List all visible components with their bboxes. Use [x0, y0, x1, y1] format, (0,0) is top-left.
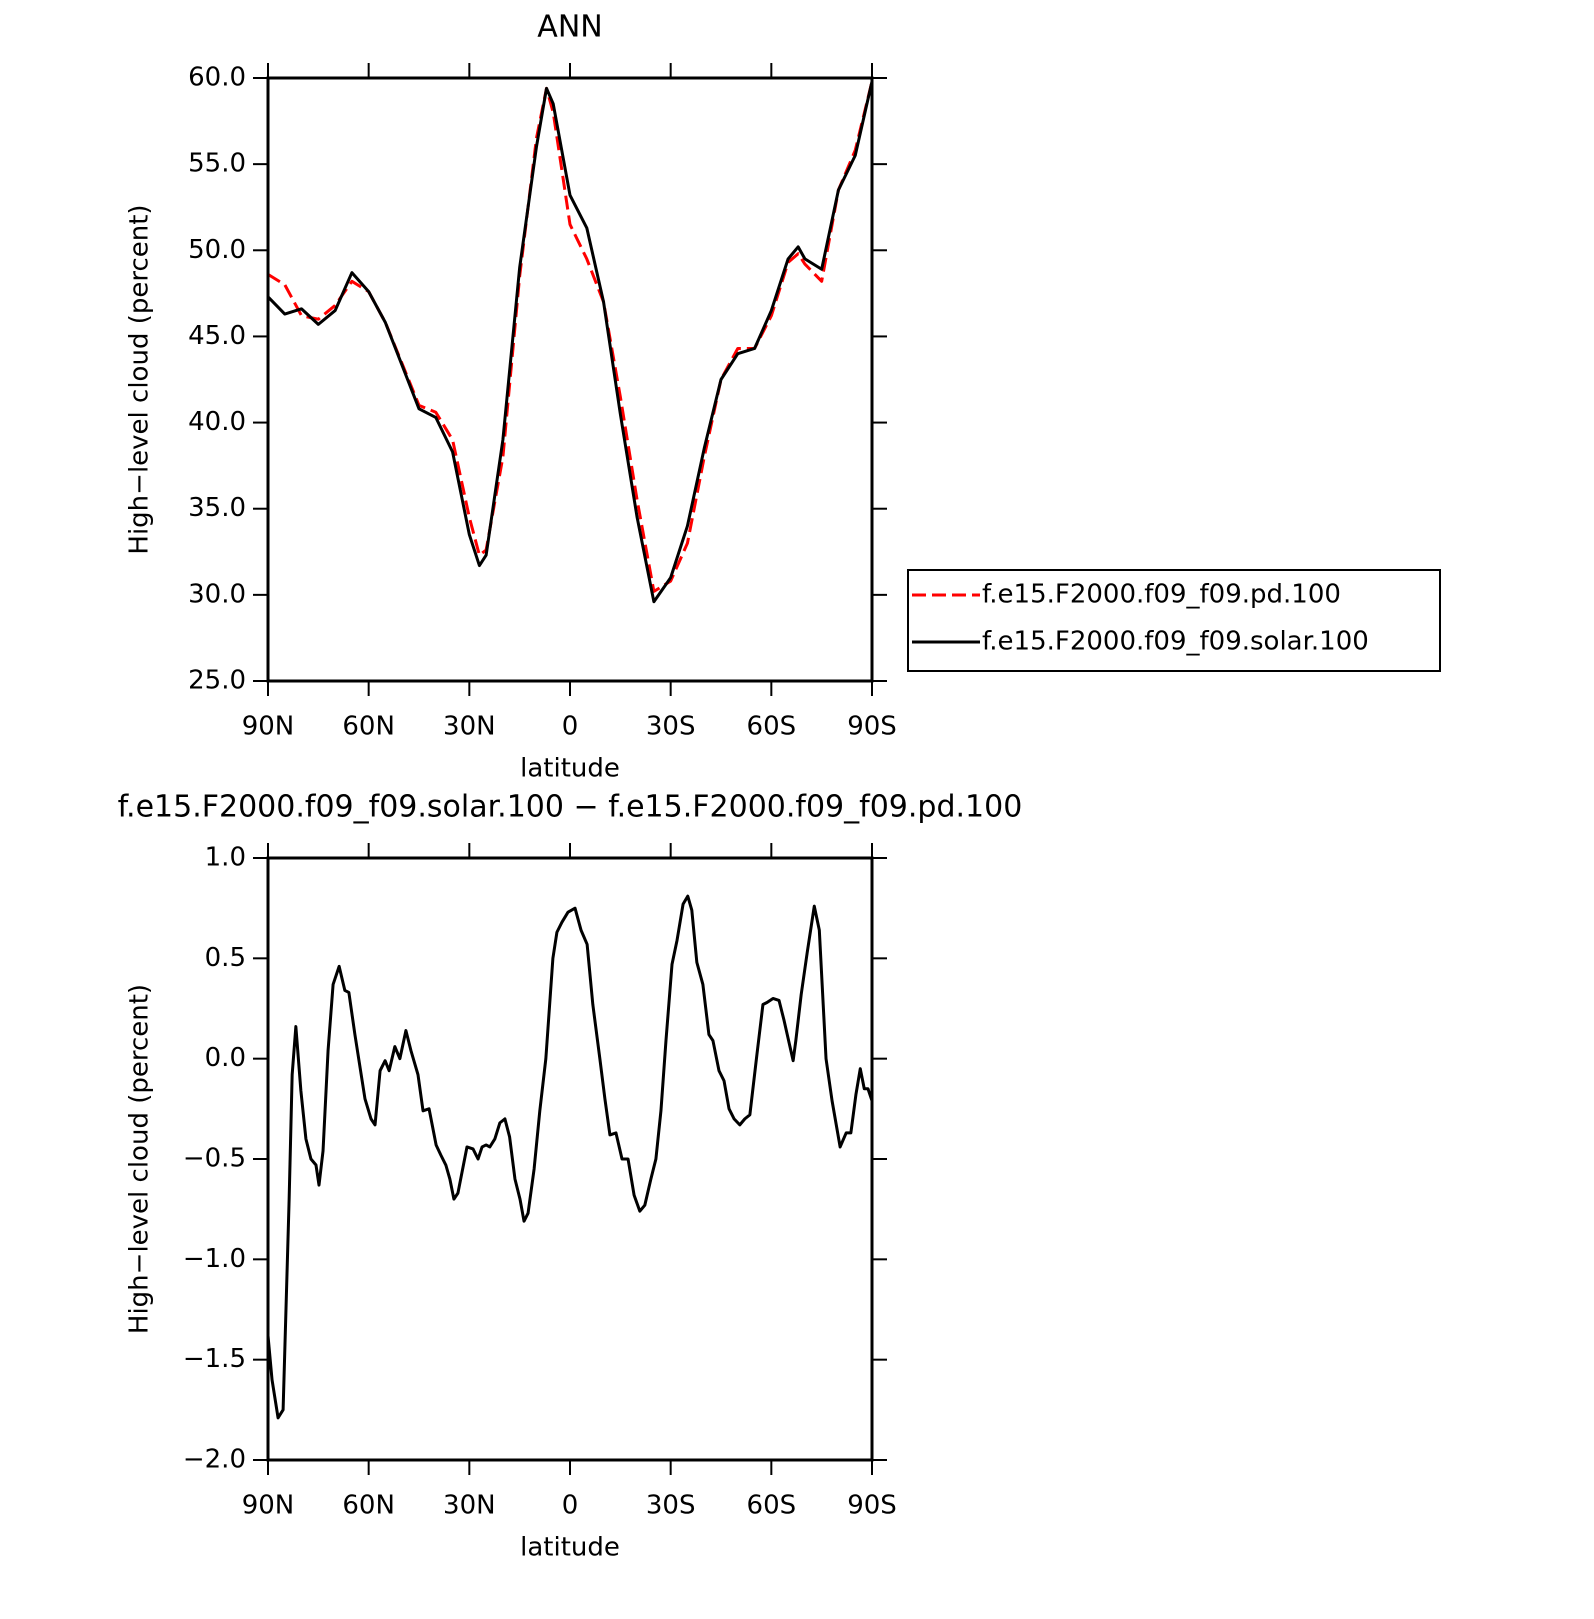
y-tick-label: 60.0	[188, 63, 246, 93]
y-tick-label: 55.0	[188, 149, 246, 179]
chart-title: f.e15.F2000.f09_f09.solar.100 − f.e15.F2…	[118, 790, 1023, 825]
y-tick-label: −2.0	[183, 1445, 246, 1475]
data-line	[266, 81, 874, 604]
legend-box	[907, 569, 1441, 672]
y-tick-label: −1.0	[183, 1244, 246, 1274]
legend-label: f.e15.F2000.f09_f09.solar.100	[982, 627, 1369, 657]
y-axis-label: High−level cloud (percent)	[125, 204, 155, 554]
y-tick-label: −0.5	[183, 1144, 246, 1174]
y-tick-label: 45.0	[188, 321, 246, 351]
legend-label: f.e15.F2000.f09_f09.pd.100	[982, 580, 1341, 610]
x-tick-label: 30S	[646, 1491, 696, 1521]
x-tick-label: 30N	[443, 1491, 496, 1521]
y-tick-label: 0.5	[205, 943, 246, 973]
data-line	[267, 81, 874, 593]
x-axis-label: latitude	[520, 1533, 620, 1563]
y-tick-label: −1.5	[183, 1344, 246, 1374]
chart-title: ANN	[537, 10, 602, 45]
plot-frame	[266, 76, 874, 683]
x-tick-label: 60N	[342, 1491, 395, 1521]
y-tick-label: 35.0	[188, 493, 246, 523]
y-tick-label: 0.0	[205, 1043, 246, 1073]
x-tick-label: 30N	[443, 712, 496, 742]
x-tick-label: 90S	[847, 1491, 897, 1521]
plot-frame	[266, 856, 874, 1462]
x-tick-label: 30S	[646, 712, 696, 742]
y-axis-label: High−level cloud (percent)	[125, 984, 155, 1334]
y-tick-label: 25.0	[188, 666, 246, 696]
x-tick-label: 60N	[342, 712, 395, 742]
x-tick-label: 90S	[847, 712, 897, 742]
y-tick-label: 1.0	[205, 843, 246, 873]
x-tick-label: 60S	[747, 1491, 797, 1521]
y-tick-label: 30.0	[188, 579, 246, 609]
y-tick-label: 50.0	[188, 235, 246, 265]
data-line	[266, 894, 874, 1420]
x-tick-label: 60S	[747, 712, 797, 742]
x-tick-label: 90N	[242, 1491, 295, 1521]
y-tick-label: 40.0	[188, 407, 246, 437]
x-tick-label: 0	[562, 1491, 579, 1521]
x-tick-label: 0	[562, 712, 579, 742]
x-axis-label: latitude	[520, 754, 620, 784]
x-tick-label: 90N	[242, 712, 295, 742]
